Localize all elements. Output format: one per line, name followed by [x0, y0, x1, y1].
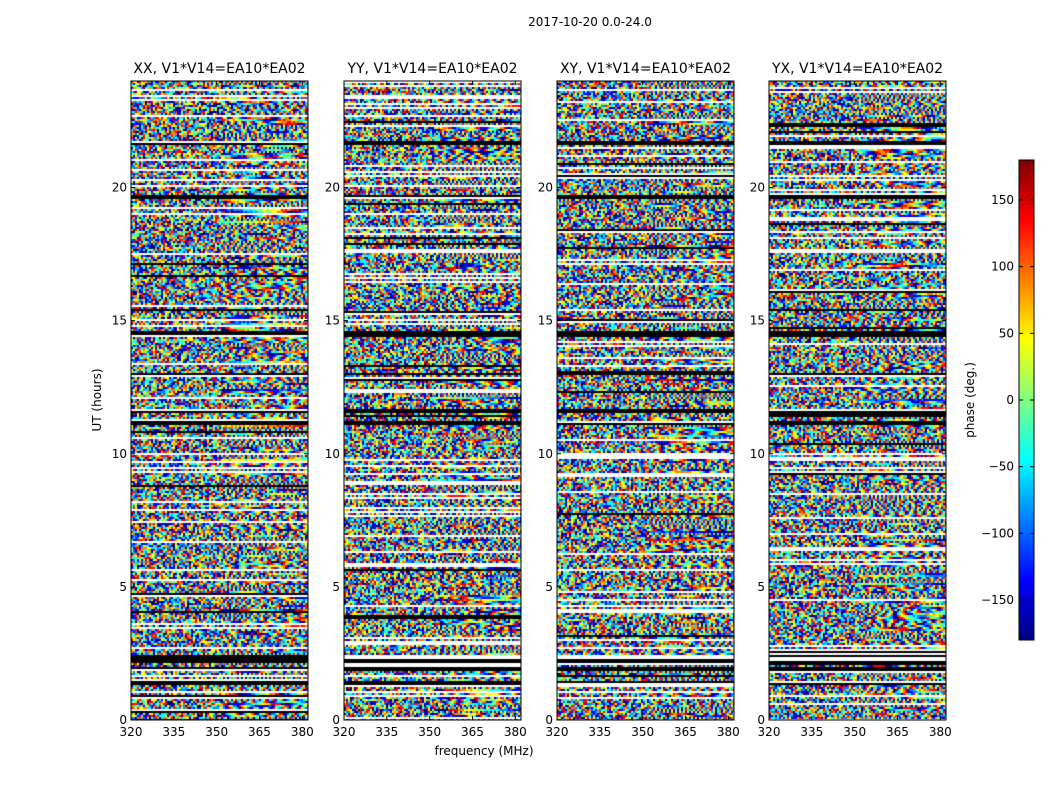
y-tick-label: 15 [112, 314, 127, 328]
x-tick-label: 380 [504, 725, 527, 739]
y-tick-label: 10 [538, 447, 553, 461]
panel-xx: XX, V1*V14=EA10*EA02 320 335 350 365 380 0 5 10 1… [112, 61, 314, 739]
x-tick-label: 335 [588, 725, 611, 739]
y-tick-label: 20 [112, 181, 127, 195]
x-tick-label: 365 [886, 725, 909, 739]
panel-yx: YX, V1*V14=EA10*EA02 320 335 350 365 380 0 5 10 1… [750, 61, 952, 739]
panel-xy: XY, V1*V14=EA10*EA02 320 335 350 365 380 0 5 10 1… [538, 61, 740, 739]
colorbar-tick-label: 0 [1006, 393, 1014, 407]
x-tick-label: 380 [929, 725, 952, 739]
colorbar: −150 −100 −50 0 50 100 150 [981, 159, 1035, 641]
y-tick-label: 5 [332, 580, 340, 594]
y-tick-label: 5 [119, 580, 127, 594]
x-tick-label: 320 [333, 725, 356, 739]
colorbar-tick-label: −100 [981, 526, 1014, 540]
figure-title: 2017-10-20 0.0-24.0 [528, 15, 652, 29]
y-tick-label: 20 [538, 181, 553, 195]
x-tick-label: 350 [418, 725, 441, 739]
x-tick-label: 350 [205, 725, 228, 739]
colorbar-tick-label: −50 [989, 460, 1014, 474]
x-tick-label: 335 [375, 725, 398, 739]
y-tick-label: 5 [757, 580, 765, 594]
x-tick-label: 350 [843, 725, 866, 739]
phase-image [131, 81, 308, 720]
y-tick-label: 10 [325, 447, 340, 461]
panel-frame [768, 80, 947, 721]
x-tick-label: 350 [631, 725, 654, 739]
x-tick-label: 380 [291, 725, 314, 739]
x-tick-label: 320 [546, 725, 569, 739]
panel-title: XX, V1*V14=EA10*EA02 [133, 61, 305, 77]
colorbar-tick-label: 50 [999, 326, 1014, 340]
y-tick-label: 15 [325, 314, 340, 328]
y-tick-label: 0 [332, 713, 340, 727]
x-tick-label: 365 [674, 725, 697, 739]
y-tick-label: 20 [325, 181, 340, 195]
x-axis-label: frequency (MHz) [434, 744, 533, 758]
y-tick-label: 5 [545, 580, 553, 594]
phase-image [344, 81, 521, 720]
y-tick-label: 20 [750, 181, 765, 195]
y-tick-label: 0 [119, 713, 127, 727]
x-tick-label: 335 [162, 725, 185, 739]
x-tick-label: 365 [248, 725, 271, 739]
x-tick-label: 320 [758, 725, 781, 739]
panel-frame [556, 80, 735, 721]
y-axis-label: UT (hours) [90, 368, 104, 431]
y-tick-label: 15 [750, 314, 765, 328]
x-tick-label: 320 [120, 725, 143, 739]
x-tick-label: 380 [717, 725, 740, 739]
panel-title: YX, V1*V14=EA10*EA02 [771, 61, 943, 77]
panel-title: YY, V1*V14=EA10*EA02 [346, 61, 517, 77]
panel-frame [130, 80, 309, 721]
colorbar-tick-label: 150 [991, 193, 1014, 207]
panel-title: XY, V1*V14=EA10*EA02 [560, 61, 731, 77]
colorbar-tick-label: 100 [991, 260, 1014, 274]
panel-frame [343, 80, 522, 721]
y-tick-label: 10 [112, 447, 127, 461]
colorbar-tick-label: −150 [981, 593, 1014, 607]
colorbar-label: phase (deg.) [963, 362, 977, 438]
y-tick-label: 0 [545, 713, 553, 727]
y-tick-label: 10 [750, 447, 765, 461]
y-tick-label: 15 [538, 314, 553, 328]
x-tick-label: 335 [800, 725, 823, 739]
y-tick-label: 0 [757, 713, 765, 727]
panel-yy: YY, V1*V14=EA10*EA02 320 335 350 365 380 0 5 10 1… [325, 61, 527, 739]
phase-image [769, 81, 946, 720]
panels-group: XX, V1*V14=EA10*EA02 320 335 350 365 380 0 5 10 1… [112, 61, 952, 739]
x-tick-label: 365 [461, 725, 484, 739]
phase-image [557, 81, 734, 720]
